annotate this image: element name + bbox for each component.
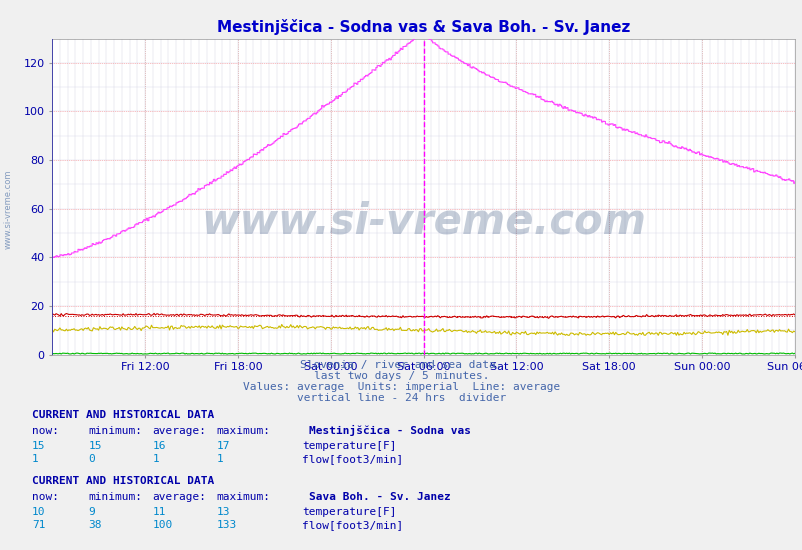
Text: 71: 71 <box>32 520 46 530</box>
Text: 0: 0 <box>88 454 95 464</box>
Text: CURRENT AND HISTORICAL DATA: CURRENT AND HISTORICAL DATA <box>32 410 214 420</box>
Text: now:: now: <box>32 492 59 503</box>
Text: 16: 16 <box>152 441 166 451</box>
Title: Mestinjščica - Sodna vas & Sava Boh. - Sv. Janez: Mestinjščica - Sodna vas & Sava Boh. - S… <box>217 19 630 35</box>
Text: 17: 17 <box>217 441 230 451</box>
Text: www.si-vreme.com: www.si-vreme.com <box>200 201 646 243</box>
Text: flow[foot3/min]: flow[foot3/min] <box>302 520 403 530</box>
Text: vertical line - 24 hrs  divider: vertical line - 24 hrs divider <box>297 393 505 403</box>
Text: minimum:: minimum: <box>88 492 142 503</box>
Text: maximum:: maximum: <box>217 492 270 503</box>
Text: 15: 15 <box>32 441 46 451</box>
Text: Slovenia / river and sea data.: Slovenia / river and sea data. <box>300 360 502 370</box>
Text: 1: 1 <box>152 454 159 464</box>
Text: temperature[F]: temperature[F] <box>302 441 396 451</box>
Text: 13: 13 <box>217 507 230 517</box>
Text: average:: average: <box>152 492 206 503</box>
Text: 9: 9 <box>88 507 95 517</box>
Text: 10: 10 <box>32 507 46 517</box>
Text: Values: average  Units: imperial  Line: average: Values: average Units: imperial Line: av… <box>242 382 560 392</box>
Text: temperature[F]: temperature[F] <box>302 507 396 517</box>
Text: minimum:: minimum: <box>88 426 142 437</box>
Text: CURRENT AND HISTORICAL DATA: CURRENT AND HISTORICAL DATA <box>32 476 214 486</box>
Text: 133: 133 <box>217 520 237 530</box>
Text: 1: 1 <box>217 454 223 464</box>
Text: www.si-vreme.com: www.si-vreme.com <box>3 169 13 249</box>
Text: now:: now: <box>32 426 59 437</box>
Text: maximum:: maximum: <box>217 426 270 437</box>
Text: Mestinjščica - Sodna vas: Mestinjščica - Sodna vas <box>309 426 471 437</box>
Text: 38: 38 <box>88 520 102 530</box>
Text: 1: 1 <box>32 454 38 464</box>
Text: flow[foot3/min]: flow[foot3/min] <box>302 454 403 464</box>
Text: 11: 11 <box>152 507 166 517</box>
Text: 100: 100 <box>152 520 172 530</box>
Text: Sava Boh. - Sv. Janez: Sava Boh. - Sv. Janez <box>309 492 451 503</box>
Text: 15: 15 <box>88 441 102 451</box>
Text: average:: average: <box>152 426 206 437</box>
Text: last two days / 5 minutes.: last two days / 5 minutes. <box>314 371 488 381</box>
